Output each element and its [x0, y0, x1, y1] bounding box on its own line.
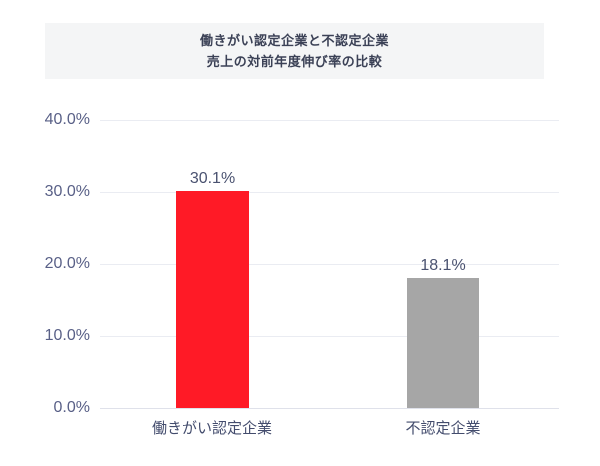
value-label-certified: 30.1%: [189, 170, 236, 188]
gridline-20: [100, 264, 559, 265]
bar-certified: [176, 191, 249, 408]
chart-title-line-1: 働きがい認定企業と不認定企業: [199, 33, 389, 48]
value-label-noncertified: 18.1%: [420, 256, 466, 274]
gridline-10: [100, 336, 559, 337]
baseline-0: [100, 408, 559, 409]
bar-noncertified: [407, 277, 479, 408]
gridline-30: [100, 192, 559, 193]
chart-title-box: 働きがい認定企業と不認定企業 売上の対前年度伸び率の比較: [45, 23, 544, 79]
y-tick-label-0: 0.0%: [53, 399, 90, 416]
bar-group-noncertified: 18.1%: [407, 120, 479, 408]
chart-title-line-2: 売上の対前年度伸び率の比較: [206, 54, 383, 69]
y-tick-label-20: 20.0%: [44, 255, 90, 272]
plot-area: 30.1% 18.1%: [100, 120, 559, 409]
y-tick-label-30: 30.0%: [44, 183, 90, 200]
x-axis-label-certified: 働きがい認定企業: [151, 420, 273, 437]
y-axis: 40.0% 30.0% 20.0% 10.0% 0.0%: [0, 111, 90, 416]
x-axis-label-noncertified: 不認定企業: [405, 420, 481, 437]
gridline-40: [100, 120, 559, 121]
y-tick-label-10: 10.0%: [44, 327, 90, 344]
y-tick-label-40: 40.0%: [44, 111, 90, 128]
bar-group-certified: 30.1%: [176, 120, 249, 408]
